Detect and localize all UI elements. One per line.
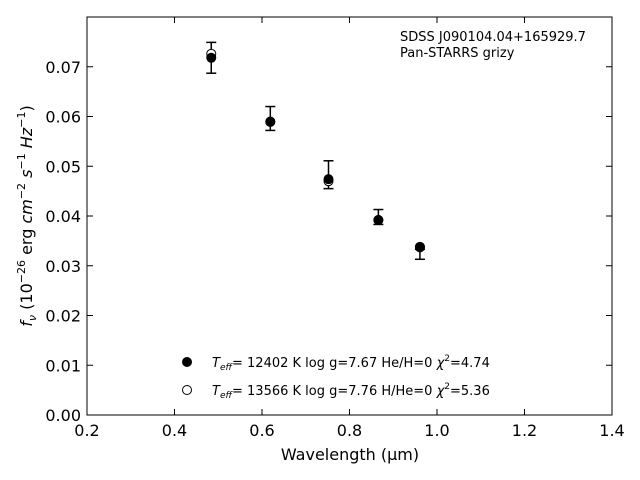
point-filled [265, 116, 276, 127]
x-tick-label: 0.4 [162, 421, 187, 440]
legend: Teff= 12402 K log g=7.67 He/H=0 χ2=4.74 … [182, 354, 490, 401]
survey-name: Pan-STARRS grizy [400, 46, 515, 61]
x-tick-label: 1.4 [599, 421, 624, 440]
y-tick-label: 0.01 [45, 356, 81, 375]
y-tick-label: 0.05 [45, 157, 81, 176]
model-points [206, 48, 425, 253]
point-filled [206, 52, 217, 63]
x-tick-label: 0.8 [337, 421, 362, 440]
x-axis: 0.2 0.4 0.6 0.8 1.0 1.2 1.4 [74, 17, 625, 440]
point-filled [414, 242, 425, 253]
legend-entry-1: Teff= 12402 K log g=7.67 He/H=0 χ2=4.74 [212, 354, 490, 373]
y-axis: 0.00 0.01 0.02 0.03 0.04 0.05 0.06 0.07 [45, 58, 612, 425]
y-tick-label: 0.00 [45, 406, 81, 425]
point-filled [323, 174, 334, 185]
x-tick-label: 0.6 [249, 421, 274, 440]
legend-marker-filled [182, 357, 192, 367]
y-tick-label: 0.07 [45, 58, 81, 77]
observed-errorbars [206, 41, 425, 261]
legend-marker-open [182, 385, 192, 395]
x-axis-label: Wavelength (μm) [281, 445, 419, 464]
x-tick-label: 1.2 [512, 421, 537, 440]
object-name: SDSS J090104.04+165929.7 [400, 30, 586, 45]
y-tick-label: 0.03 [45, 257, 81, 276]
legend-entry-2: Teff= 13566 K log g=7.76 H/He=0 χ2=5.36 [212, 382, 490, 401]
y-tick-label: 0.04 [45, 207, 81, 226]
point-filled [373, 214, 384, 225]
y-tick-label: 0.02 [45, 307, 81, 326]
x-tick-label: 0.2 [74, 421, 99, 440]
y-tick-label: 0.06 [45, 108, 81, 127]
y-axis-label: fν (10−26 erg cm−2 s−1 Hz−1) [15, 105, 39, 326]
x-tick-label: 1.0 [424, 421, 449, 440]
